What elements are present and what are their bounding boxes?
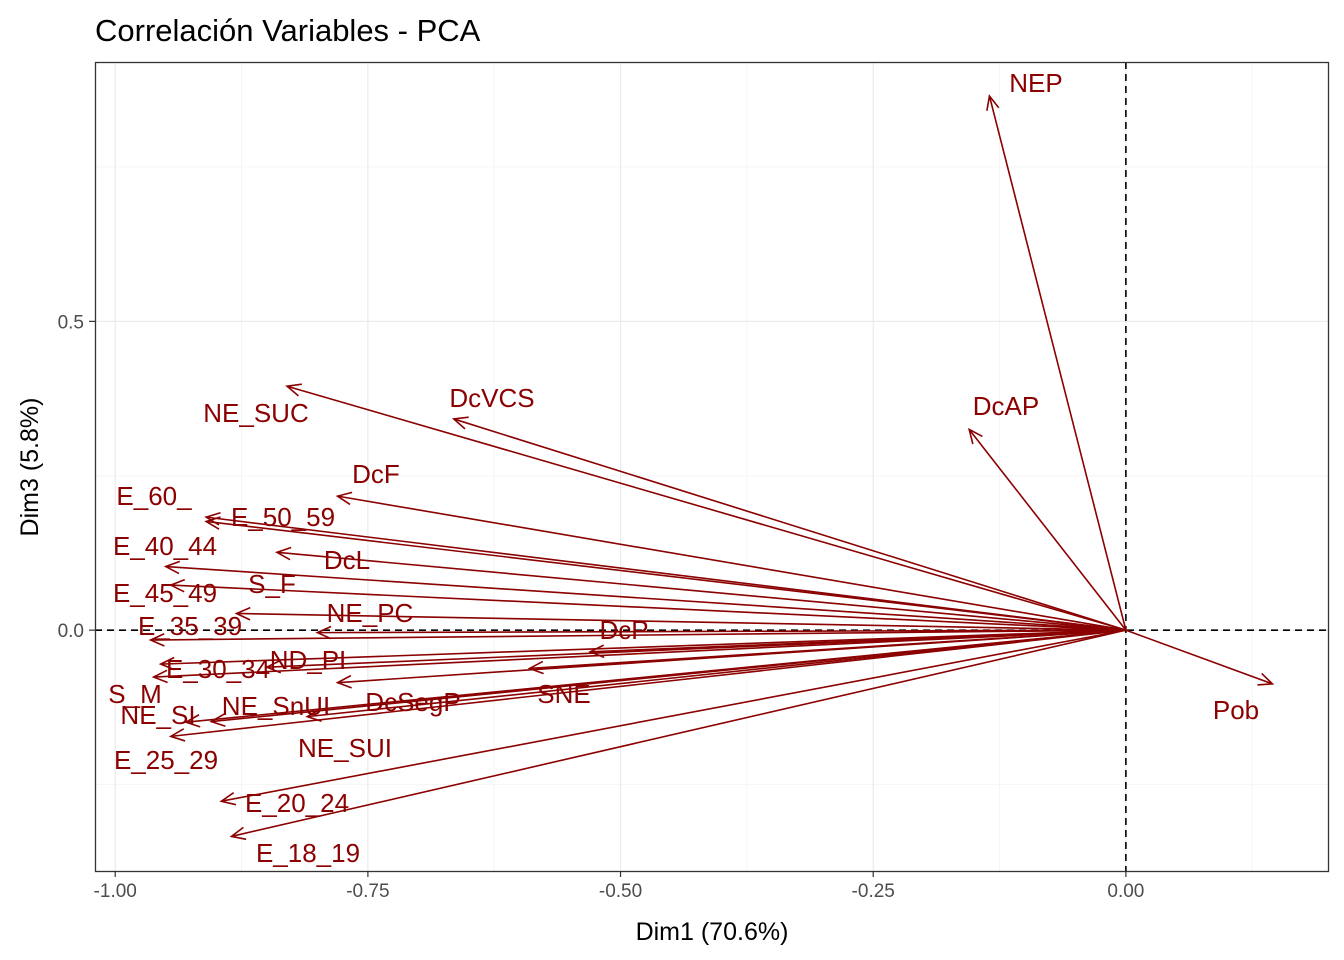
label-e-50-59: E_50_59 bbox=[231, 502, 335, 532]
x-axis-title: Dim1 (70.6%) bbox=[636, 918, 789, 946]
arrow-dcap bbox=[968, 427, 1127, 631]
arrow-ne-sui bbox=[209, 629, 1126, 728]
label-dcp: DcP bbox=[599, 615, 648, 645]
label-e-60: E_60_ bbox=[116, 481, 192, 511]
label-sne: SNE bbox=[537, 679, 590, 709]
variable-labels: NEP DcAP Pob NE_SUC DcVCS DcF E_60_ E_50_59 E_40… bbox=[108, 68, 1259, 868]
label-ne-sui: NE_SUI bbox=[298, 733, 392, 763]
arrow-dcvcs bbox=[451, 416, 1127, 631]
label-s-m: S_M bbox=[108, 679, 161, 709]
arrow-s-m bbox=[151, 629, 1126, 684]
label-e-20-24: E_20_24 bbox=[245, 788, 349, 818]
label-dcl: DcL bbox=[324, 545, 370, 575]
arrow-nep bbox=[986, 94, 1127, 631]
reference-lines bbox=[95, 62, 1328, 871]
arrow-e-50-59 bbox=[204, 516, 1126, 631]
x-tick-label: 0.00 bbox=[1107, 881, 1144, 902]
x-tick-label: -0.75 bbox=[346, 881, 389, 902]
label-ne-si: NE_SI bbox=[120, 700, 195, 730]
axis-ticks: -1.00 -0.75 -0.50 -0.25 0.00 0.0 0.5 bbox=[58, 312, 1145, 902]
minor-gridlines bbox=[95, 62, 1328, 871]
label-e-30-34: E_30_34 bbox=[166, 654, 270, 684]
plot-panel-border bbox=[94, 61, 1330, 873]
label-e-45-49: E_45_49 bbox=[113, 578, 217, 608]
arrow-ne-suc bbox=[285, 383, 1127, 631]
arrow-e-18-19 bbox=[229, 629, 1127, 841]
label-nd-pi: ND_PI bbox=[270, 645, 347, 675]
label-e-40-44: E_40_44 bbox=[113, 531, 217, 561]
y-axis-title: Dim3 (5.8%) bbox=[16, 398, 44, 537]
arrow-e-35-39 bbox=[148, 629, 1126, 647]
y-tick-label: 0.5 bbox=[58, 312, 84, 333]
arrow-e-20-24 bbox=[219, 629, 1127, 806]
label-ne-suc: NE_SUC bbox=[203, 398, 308, 428]
label-s-f: S_F bbox=[248, 569, 296, 599]
chart-title: Correlación Variables - PCA bbox=[95, 13, 481, 48]
arrow-pob bbox=[1125, 629, 1275, 686]
arrow-s-f bbox=[234, 606, 1126, 631]
arrow-e-45-49 bbox=[168, 578, 1126, 631]
variable-arrows bbox=[148, 94, 1275, 841]
label-dcvcs: DcVCS bbox=[449, 383, 534, 413]
label-pob: Pob bbox=[1213, 695, 1259, 725]
arrow-dcl bbox=[274, 546, 1126, 631]
label-dcsegp: DcSegP bbox=[365, 687, 460, 717]
label-ne-snui: NE_SnUI bbox=[222, 691, 330, 721]
label-nep: NEP bbox=[1009, 68, 1062, 98]
arrow-e-30-34 bbox=[158, 629, 1126, 671]
arrow-e-40-44 bbox=[163, 560, 1126, 631]
arrow-ne-pc bbox=[315, 625, 1126, 640]
major-gridlines bbox=[95, 62, 1328, 871]
label-dcap: DcAP bbox=[973, 391, 1039, 421]
y-tick-label: 0.0 bbox=[58, 621, 84, 642]
label-ne-pc: NE_PC bbox=[327, 598, 414, 628]
arrow-dcf bbox=[335, 491, 1127, 631]
label-dcf: DcF bbox=[352, 459, 400, 489]
label-e-18-19: E_18_19 bbox=[256, 838, 360, 868]
label-e-25-29: E_25_29 bbox=[114, 745, 218, 775]
x-tick-label: -0.25 bbox=[852, 881, 895, 902]
arrow-dcsegp bbox=[335, 629, 1126, 689]
x-tick-label: -0.50 bbox=[599, 881, 642, 902]
label-e-35-39: E_35_39 bbox=[138, 611, 242, 641]
x-tick-label: -1.00 bbox=[94, 881, 137, 902]
arrow-e-25-29 bbox=[168, 629, 1126, 742]
